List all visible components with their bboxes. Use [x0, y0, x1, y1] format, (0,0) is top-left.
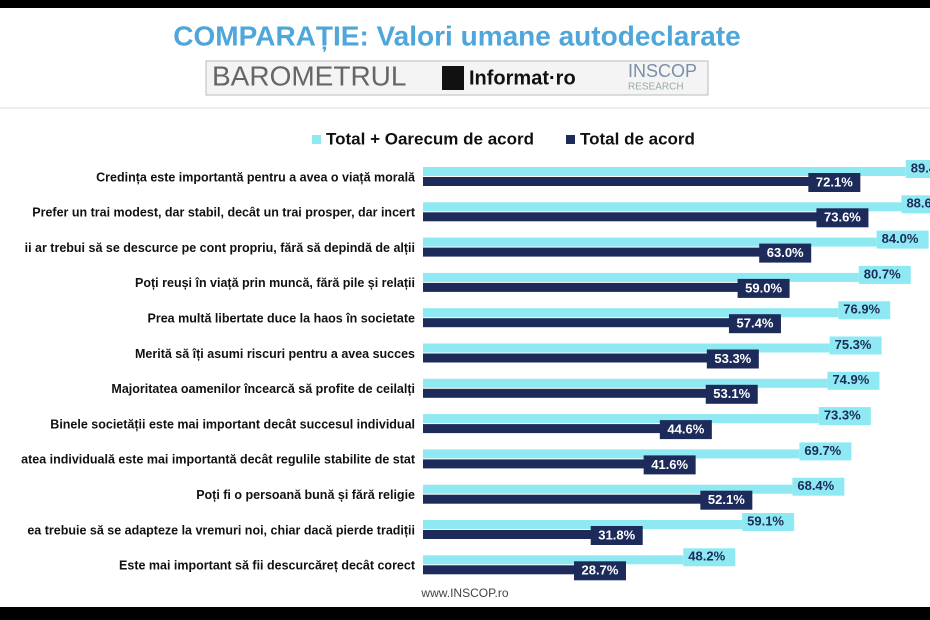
value-label: 84.0%: [882, 231, 919, 246]
value-label: 69.7%: [804, 443, 841, 458]
category-label: Majoritatea oamenilor încearcă să profit…: [111, 382, 415, 396]
bar: [423, 212, 821, 222]
value-label: 44.6%: [667, 422, 704, 437]
value-label-box: [901, 195, 930, 214]
logo-icon: [442, 66, 464, 90]
category-label: Merită să îți asumi riscuri pentru a ave…: [135, 347, 415, 361]
bar: [423, 167, 906, 176]
bar: [423, 308, 839, 318]
logo-text: RESEARCH: [628, 82, 684, 93]
bar: [423, 555, 684, 565]
value-label-box: [818, 407, 871, 426]
value-label: 73.3%: [824, 408, 861, 423]
value-label-box: [590, 526, 643, 545]
value-label-box: [659, 420, 712, 440]
source: www.INSCOP.ro: [420, 586, 508, 600]
value-label: 89.4%: [911, 160, 930, 175]
value-label-box: [759, 243, 812, 263]
value-label: 52.1%: [708, 492, 745, 507]
value-label: 80.7%: [864, 266, 901, 281]
bar: [423, 424, 664, 434]
chart-title: COMPARAȚIE: Valori umane autodeclarate: [173, 20, 740, 51]
category-label: Credința este importantă pentru a avea o…: [96, 170, 416, 184]
value-label: 63.0%: [767, 245, 804, 260]
bar: [423, 530, 595, 539]
legend-swatch: [312, 135, 321, 144]
legend-label: Total + Oarecum de acord: [326, 129, 534, 148]
category-label: Binele societății este mai important dec…: [50, 417, 415, 431]
value-label: 75.3%: [835, 337, 872, 352]
value-label: 72.1%: [816, 174, 853, 189]
value-label: 88.6%: [906, 196, 930, 211]
value-label: 53.3%: [714, 351, 751, 366]
logo-text: INSCOP: [628, 61, 697, 81]
value-label-box: [737, 278, 790, 298]
value-label-box: [838, 301, 891, 320]
logo-text: BAROMETRUL: [212, 60, 406, 91]
category-label: ii ar trebui să se descurce pe cont prop…: [25, 241, 415, 255]
bar: [423, 459, 648, 469]
value-label: 41.6%: [651, 457, 688, 472]
value-label: 53.1%: [713, 386, 750, 401]
value-label-box: [816, 208, 869, 228]
value-label-box: [808, 173, 861, 192]
value-label-box: [573, 561, 626, 581]
category-label: atea individuală este mai importantă dec…: [21, 453, 416, 467]
value-label-box: [728, 314, 781, 334]
bar: [423, 484, 793, 494]
bar: [423, 318, 733, 328]
value-label-box: [829, 336, 882, 355]
value-label-box: [905, 160, 930, 178]
bar: [423, 272, 859, 282]
value-label-box: [876, 230, 929, 249]
category-label: Prea multă libertate duce la haos în soc…: [148, 311, 416, 325]
value-label-box: [858, 265, 911, 284]
bar: [423, 494, 705, 504]
value-label-box: [683, 548, 736, 567]
value-label-box: [792, 477, 845, 496]
bar: [423, 520, 743, 529]
value-label: 68.4%: [797, 478, 834, 493]
category-label: Poți reuși în viață prin muncă, fără pil…: [135, 276, 415, 290]
legend-swatch: [566, 135, 575, 144]
bar: [423, 414, 819, 424]
legend-label: Total de acord: [580, 129, 695, 148]
bar: [423, 177, 813, 186]
bar: [423, 565, 578, 575]
category-label: Prefer un trai modest, dar stabil, decât…: [32, 206, 416, 220]
bar: [423, 388, 710, 398]
bar: [423, 378, 828, 388]
value-label: 57.4%: [737, 316, 774, 331]
value-label: 74.9%: [832, 372, 869, 387]
value-label-box: [643, 455, 696, 475]
value-label-box: [706, 349, 759, 369]
logo-text: Informat·ro: [469, 67, 576, 89]
value-label-box: [700, 490, 753, 510]
bar: [423, 282, 742, 292]
value-label-box: [799, 442, 852, 461]
bar: [423, 353, 711, 363]
value-label: 48.2%: [688, 549, 725, 564]
value-label: 76.9%: [843, 302, 880, 317]
category-label: ea trebuie să se adapteze la vremuri noi…: [27, 523, 415, 537]
value-label: 73.6%: [824, 210, 861, 225]
bar: [423, 343, 830, 353]
bar: [423, 449, 800, 459]
category-label: Poți fi o persoană bună și fără religie: [196, 488, 415, 502]
value-label-box: [742, 513, 795, 531]
value-label: 59.1%: [747, 513, 784, 528]
bar: [423, 247, 764, 257]
bar: [423, 237, 877, 247]
value-label-box: [827, 371, 880, 390]
value-label: 28.7%: [582, 563, 619, 578]
value-label: 31.8%: [598, 527, 635, 542]
category-label: Este mai important să fii descurcăreț de…: [119, 559, 416, 573]
value-label: 59.0%: [745, 280, 782, 295]
bar: [423, 202, 902, 212]
value-label-box: [705, 384, 758, 404]
